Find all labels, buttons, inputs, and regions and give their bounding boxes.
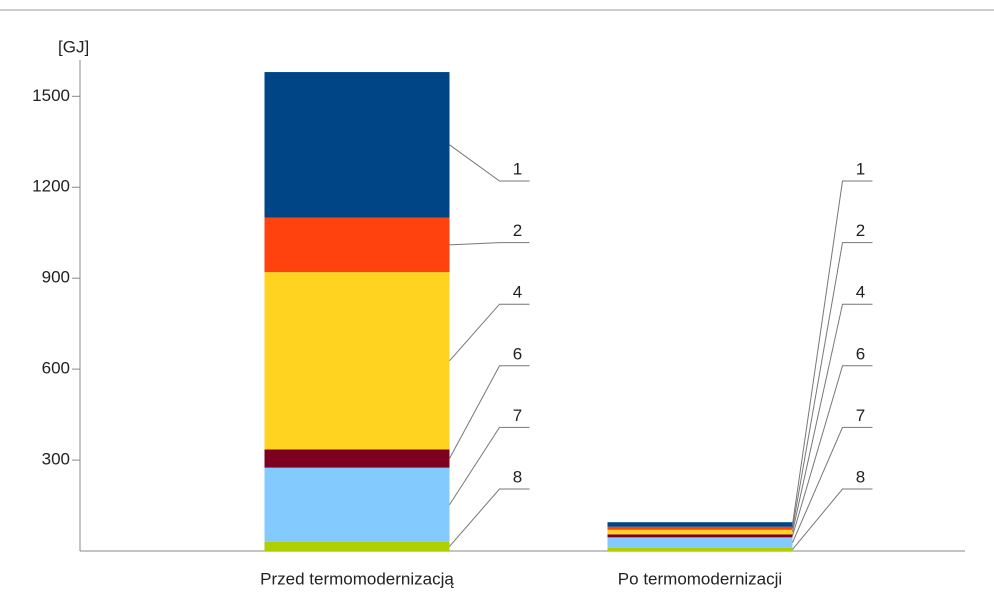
bar-segment — [607, 537, 793, 548]
leader-line — [449, 365, 530, 459]
leader-line — [449, 488, 530, 547]
series-label: 7 — [513, 406, 522, 425]
leader-line — [449, 426, 530, 506]
bar-segment — [264, 272, 450, 450]
bar-segment — [264, 449, 450, 468]
leader-line — [449, 144, 530, 182]
series-label: 4 — [513, 283, 522, 302]
bar-segment — [607, 526, 793, 530]
leader-line — [449, 242, 530, 246]
leader-line — [792, 180, 873, 525]
bar-segment — [264, 467, 450, 542]
bar-segment — [607, 547, 793, 551]
y-tick-label: 1500 — [32, 86, 70, 105]
leader-line — [792, 365, 873, 536]
series-label: 6 — [856, 344, 865, 363]
bar-segment — [264, 541, 450, 551]
series-label: 8 — [856, 467, 865, 486]
series-label: 1 — [856, 159, 865, 178]
leader-line — [792, 242, 873, 529]
series-label: 6 — [513, 344, 522, 363]
leader-line — [792, 303, 873, 533]
y-tick-label: 1200 — [32, 177, 70, 196]
bar-segment — [264, 72, 450, 218]
leader-line — [792, 426, 873, 543]
series-label: 2 — [856, 221, 865, 240]
leader-line — [449, 303, 530, 362]
series-label: 2 — [513, 221, 522, 240]
leader-line — [792, 488, 873, 550]
bar-segment — [607, 529, 793, 535]
series-label: 1 — [513, 159, 522, 178]
series-label: 4 — [856, 283, 865, 302]
bar-segment — [264, 217, 450, 273]
y-tick-label: 900 — [42, 268, 70, 287]
x-tick-label: Przed termomodernizacją — [260, 569, 454, 588]
series-label: 7 — [856, 406, 865, 425]
bar-segment — [607, 534, 793, 538]
y-tick-label: 300 — [42, 450, 70, 469]
series-label: 8 — [513, 467, 522, 486]
y-axis-label: [GJ] — [58, 37, 89, 56]
x-tick-label: Po termomodernizacji — [618, 569, 782, 588]
y-tick-label: 600 — [42, 359, 70, 378]
bar-segment — [607, 522, 793, 527]
